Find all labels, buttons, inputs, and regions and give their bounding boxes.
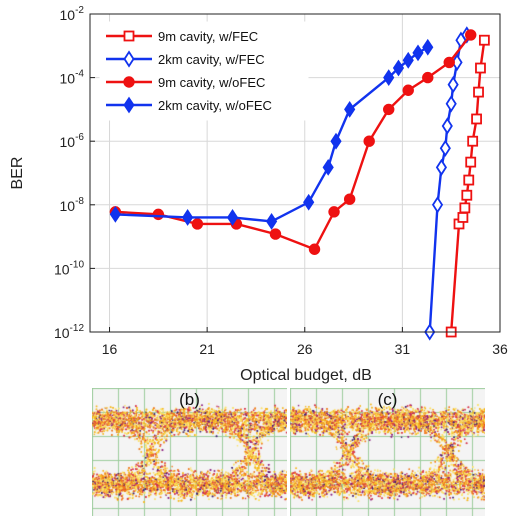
data-point <box>303 193 315 211</box>
legend-marker <box>123 50 135 68</box>
data-point <box>445 95 457 113</box>
data-point <box>383 103 395 116</box>
eye-diagram-b-image <box>92 388 287 516</box>
x-tick-label: 16 <box>102 341 118 357</box>
data-point <box>402 84 414 96</box>
y-tick-label-base: 10 <box>54 261 70 277</box>
series-4 <box>109 38 434 230</box>
data-point <box>435 158 447 177</box>
y-tick-label-exponent: -4 <box>75 69 84 80</box>
legend-entry: 2km cavity, w/oFEC <box>106 96 272 114</box>
y-tick-label-base: 10 <box>60 7 76 23</box>
data-point <box>412 44 424 62</box>
y-tick-label: 10-2 <box>60 5 85 23</box>
data-point <box>443 56 455 69</box>
x-tick-label: 21 <box>199 341 215 357</box>
series-layer <box>109 26 490 341</box>
data-point <box>265 213 278 230</box>
data-point <box>191 218 204 230</box>
y-tick-label-base: 10 <box>60 198 76 214</box>
y-tick-label-base: 10 <box>54 325 70 341</box>
data-point <box>467 135 479 147</box>
data-point <box>473 86 484 98</box>
data-point <box>459 202 471 214</box>
data-point <box>471 113 482 125</box>
data-point <box>383 69 395 87</box>
data-point <box>308 243 321 255</box>
y-tick-label: 10-8 <box>60 196 85 214</box>
data-point <box>461 189 473 201</box>
eye-diagram-b: (b) <box>92 388 287 516</box>
data-point <box>402 51 414 69</box>
legend-entry: 2km cavity, w/FEC <box>106 50 265 68</box>
legend-box <box>99 21 309 121</box>
data-point <box>343 193 356 205</box>
legend-entry: 9m cavity, w/FEC <box>106 29 258 44</box>
y-tick-label-base: 10 <box>60 71 76 87</box>
data-point <box>109 205 121 223</box>
data-point <box>422 71 434 84</box>
legend-entry: 9m cavity, w/oFEC <box>106 75 265 90</box>
data-point <box>269 228 282 240</box>
data-point <box>392 59 405 77</box>
x-axis-title: Optical budget, dB <box>240 367 372 384</box>
data-point <box>330 132 342 150</box>
x-tick-label: 31 <box>395 341 411 357</box>
eye-diagram-c-image <box>290 388 485 516</box>
data-point <box>439 139 451 157</box>
data-point <box>226 209 239 226</box>
legend-label: 9m cavity, w/FEC <box>158 29 258 44</box>
y-tick-label-base: 10 <box>60 134 76 150</box>
eye-diagram-b-label: (b) <box>179 390 200 409</box>
data-point <box>475 62 486 74</box>
y-tick-label-exponent: -10 <box>70 259 85 270</box>
data-point <box>322 158 334 176</box>
x-tick-label: 36 <box>492 341 508 357</box>
data-point <box>463 174 475 186</box>
data-point <box>465 29 477 41</box>
y-tick-label-exponent: -8 <box>75 196 84 207</box>
x-tick-label: 26 <box>297 341 313 357</box>
eye-diagram-c-label: (c) <box>377 390 398 409</box>
y-tick-label: 10-12 <box>54 323 84 341</box>
series-3 <box>109 29 477 255</box>
data-point <box>363 135 375 147</box>
legend-label: 2km cavity, w/oFEC <box>158 98 272 113</box>
y-tick-label-exponent: -6 <box>75 132 84 143</box>
legend: 9m cavity, w/FEC 2km cavity, w/FEC 9m cavi… <box>99 21 309 121</box>
legend-label: 2km cavity, w/FEC <box>158 52 265 67</box>
data-point <box>441 117 453 135</box>
y-tick-label: 10-4 <box>60 69 85 87</box>
plot-frame <box>89 13 501 333</box>
eye-diagram-c: (c) <box>290 388 485 516</box>
data-point <box>457 212 469 223</box>
y-tick-label: 10-10 <box>54 259 84 277</box>
data-point <box>431 196 444 214</box>
data-point <box>328 206 340 218</box>
y-tick-label-exponent: -2 <box>75 5 84 16</box>
data-point <box>344 100 356 118</box>
legend-marker <box>123 96 135 114</box>
data-point <box>182 209 194 226</box>
legend-marker <box>123 76 135 88</box>
legend-marker <box>123 30 135 42</box>
y-tick-label: 10-6 <box>60 132 85 150</box>
y-axis-title: BER <box>9 157 26 190</box>
y-tick-label-exponent: -12 <box>70 323 85 334</box>
legend-label: 9m cavity, w/oFEC <box>158 75 265 90</box>
data-point <box>422 38 434 56</box>
data-point <box>152 208 165 221</box>
data-point <box>478 34 490 46</box>
data-point <box>447 75 459 94</box>
data-point <box>465 156 477 168</box>
series-1 <box>445 34 490 338</box>
